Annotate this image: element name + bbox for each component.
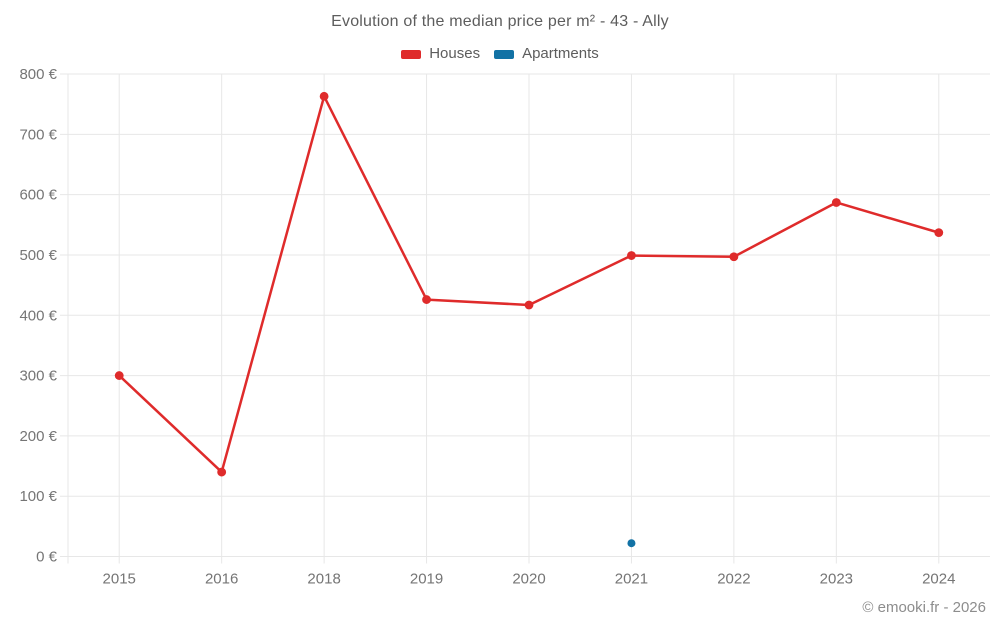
houses-data-point[interactable] — [524, 300, 534, 310]
x-axis-tick-label: 2016 — [205, 571, 238, 588]
houses-data-point[interactable] — [422, 295, 431, 304]
y-axis-tick-label: 600 € — [19, 187, 57, 204]
apartments-legend-swatch-icon — [494, 49, 515, 59]
houses-data-point[interactable] — [217, 467, 227, 477]
x-axis-tick-label: 2019 — [410, 571, 443, 588]
houses-data-point[interactable] — [319, 91, 329, 101]
x-axis-tick-label: 2021 — [615, 571, 648, 588]
x-axis-tick-label: 2015 — [103, 571, 136, 588]
y-axis-tick-label: 100 € — [19, 488, 57, 505]
y-axis-tick-label: 800 € — [19, 66, 57, 83]
houses-data-point[interactable] — [114, 371, 124, 380]
y-axis-tick-label: 200 € — [19, 428, 57, 445]
x-axis-tick-label: 2018 — [307, 571, 340, 588]
legend: Houses Apartments — [0, 45, 1000, 62]
y-axis-tick-label: 300 € — [19, 368, 57, 385]
y-axis-tick-label: 500 € — [19, 247, 57, 264]
apartments-data-point[interactable] — [627, 539, 636, 548]
x-axis-tick-label: 2023 — [820, 571, 853, 588]
chart-title: Evolution of the median price per m² - 4… — [331, 13, 669, 30]
houses-legend-swatch-icon — [401, 49, 422, 59]
apartments-legend-label: Apartments — [522, 45, 599, 62]
houses-data-point[interactable] — [831, 198, 841, 207]
houses-data-point[interactable] — [729, 252, 739, 262]
legend-item-apartments[interactable]: Apartments — [494, 45, 599, 62]
houses-legend-label: Houses — [429, 45, 481, 62]
x-axis-tick-label: 2020 — [512, 571, 545, 588]
credit-footer: © emooki.fr - 2026 — [862, 599, 986, 616]
x-axis-tick-label: 2024 — [922, 571, 955, 588]
houses-data-point[interactable] — [627, 251, 636, 260]
x-axis-tick-label: 2022 — [717, 571, 750, 588]
y-axis-tick-label: 400 € — [19, 307, 57, 324]
houses-data-point[interactable] — [934, 228, 944, 238]
y-axis-tick-label: 700 € — [19, 126, 57, 143]
legend-item-houses[interactable]: Houses — [401, 45, 480, 62]
y-axis-tick-label: 0 € — [36, 549, 58, 566]
